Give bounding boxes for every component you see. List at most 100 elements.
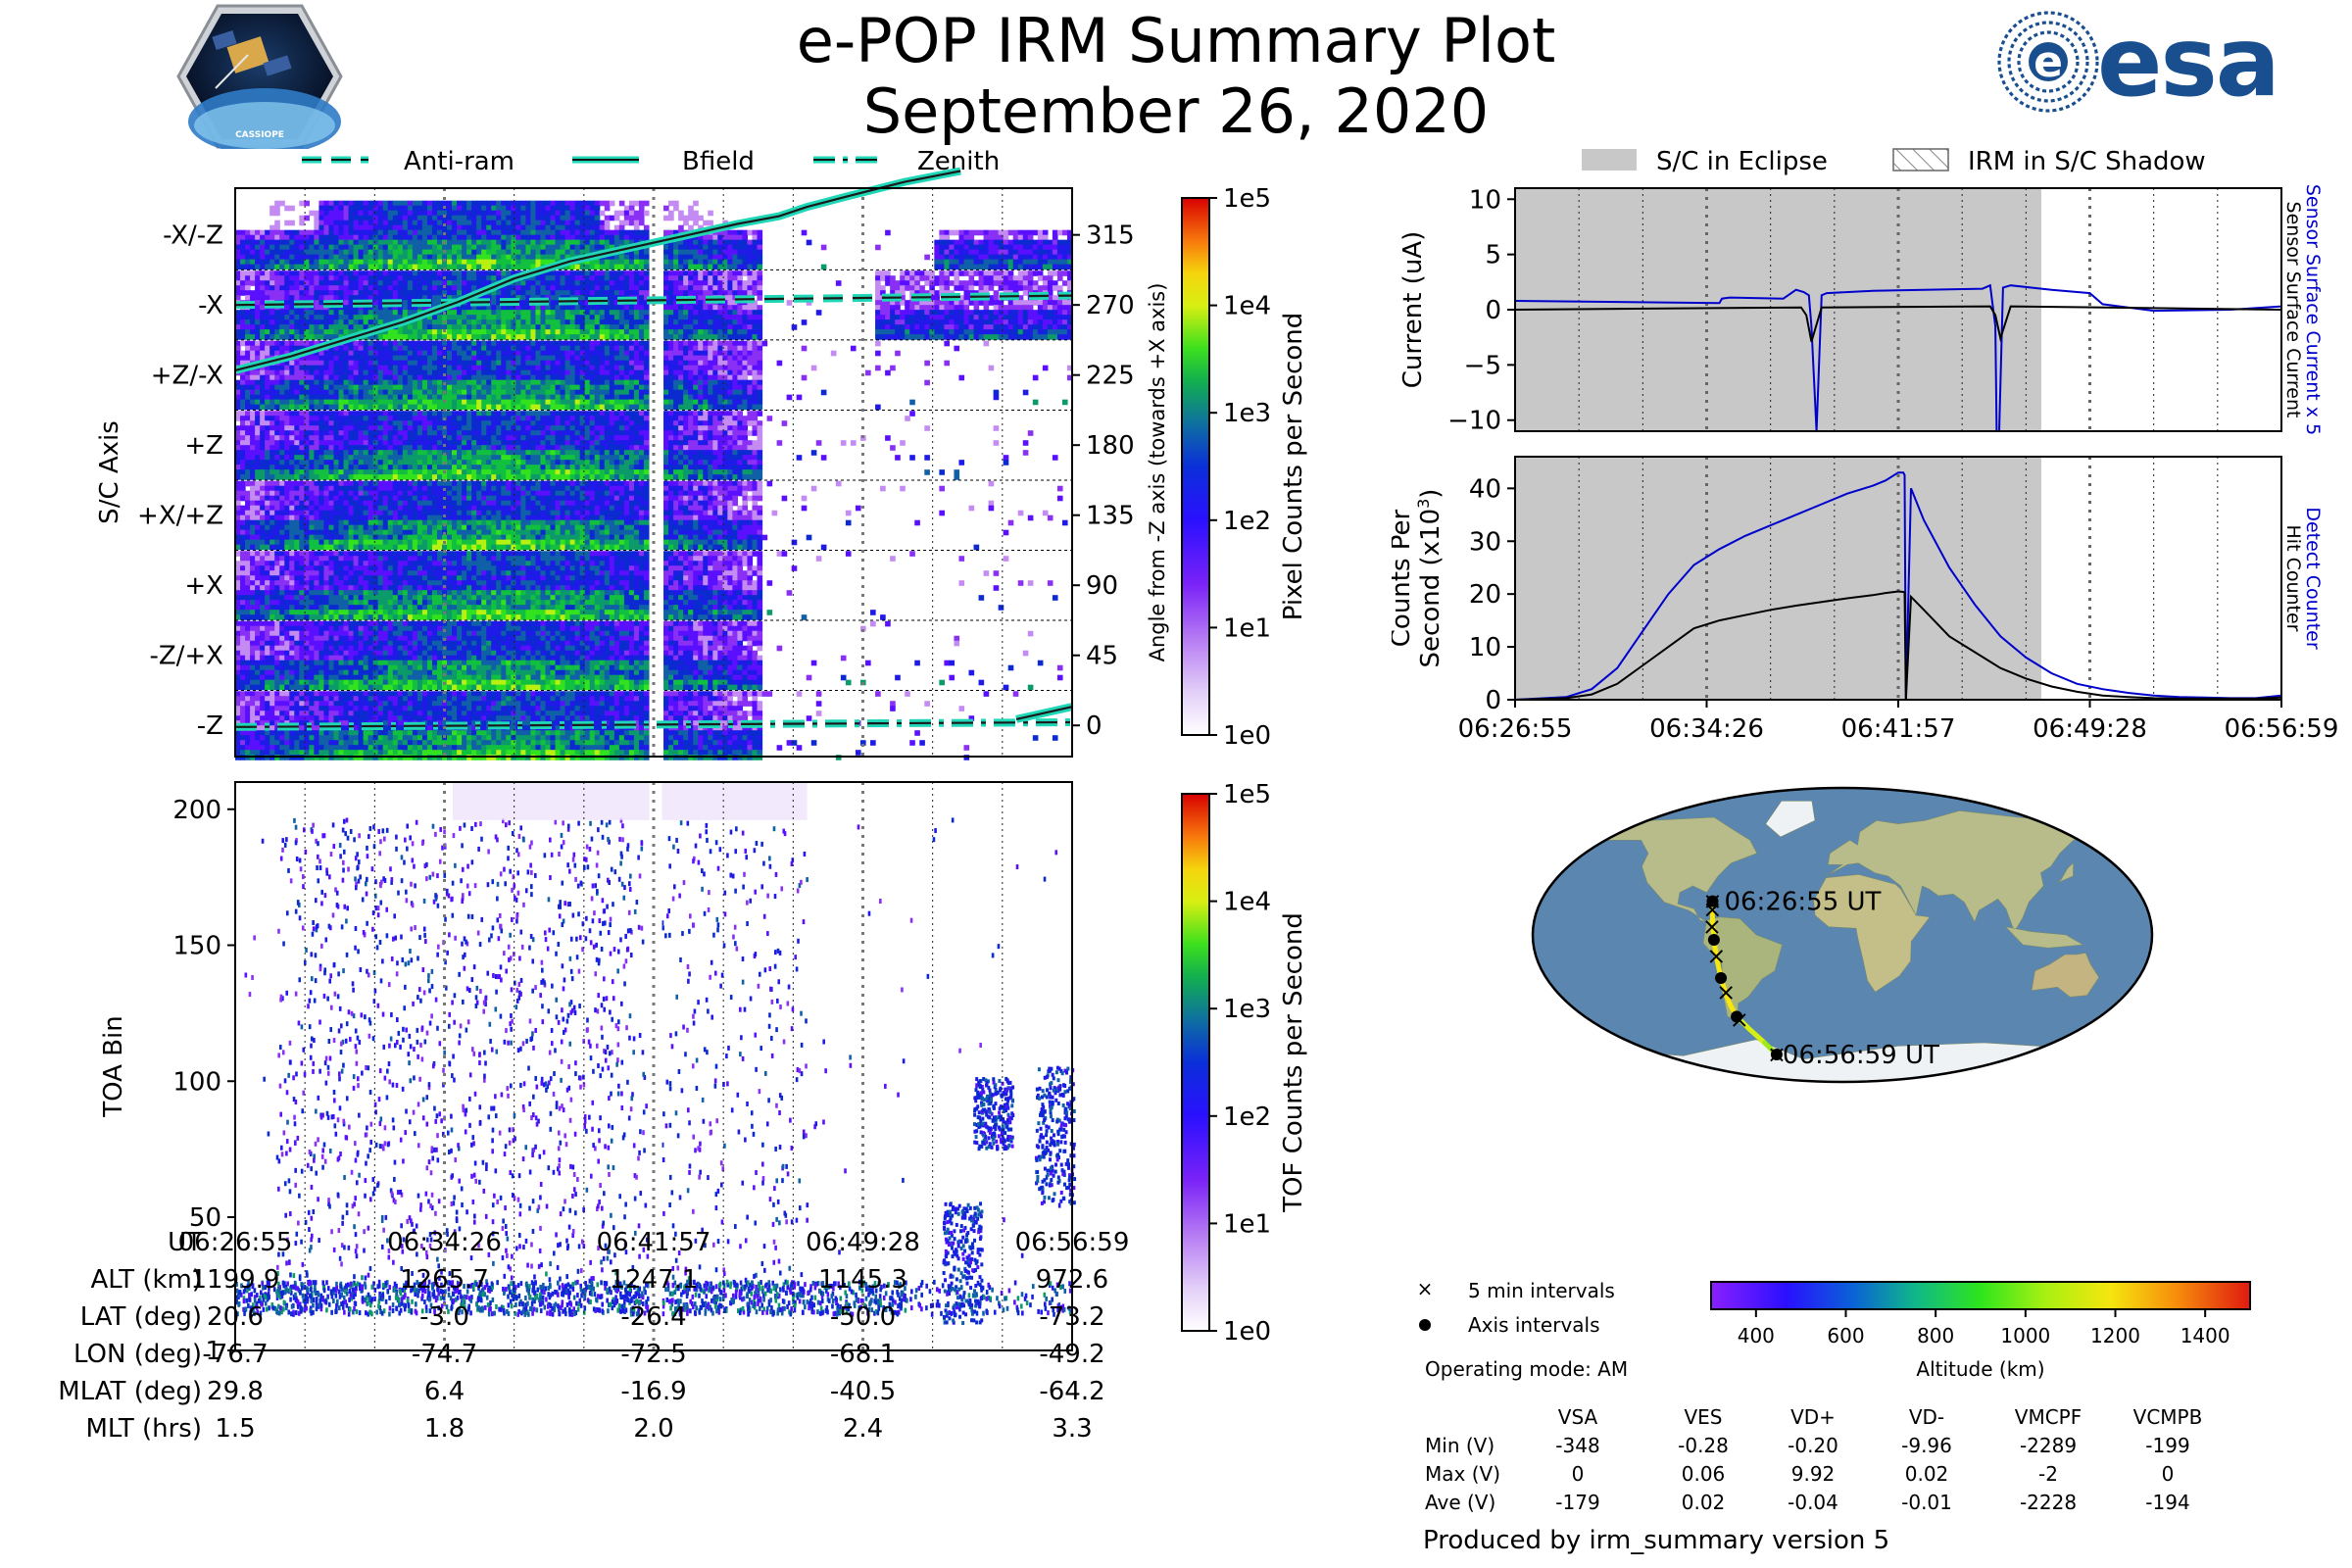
pixel-cell — [318, 399, 325, 406]
pixel-cell — [338, 295, 345, 301]
pixel-cell — [363, 210, 369, 217]
pixel-cell — [737, 239, 744, 246]
pixel-cell — [368, 384, 374, 391]
pixel-cell — [387, 200, 394, 207]
pixel-cell — [240, 239, 246, 246]
pixel-cell — [447, 229, 453, 236]
pixel-cell — [511, 360, 516, 367]
pixel-cell — [801, 229, 808, 236]
pixel-cell — [1066, 244, 1073, 251]
pixel-cell — [447, 350, 453, 357]
pixel-cell — [255, 369, 261, 376]
pixel-cell — [550, 224, 557, 231]
pixel-cell — [382, 379, 389, 386]
pixel-cell — [628, 340, 635, 347]
pixel-cell — [407, 300, 414, 306]
pixel-cell — [944, 254, 951, 261]
pixel-cell — [289, 234, 295, 241]
pixel-cell — [279, 254, 285, 261]
pixel-cell — [560, 215, 566, 221]
pixel-cell — [377, 315, 384, 320]
pixel-cell — [550, 229, 557, 236]
pixel-cell — [348, 264, 355, 270]
pixel-cell — [412, 249, 418, 256]
pixel-cell — [382, 285, 389, 291]
pixel-cell — [520, 315, 526, 320]
pixel-cell — [304, 411, 310, 416]
pixel-cell — [530, 404, 537, 411]
pixel-cell — [511, 315, 516, 320]
pixel-cell — [978, 324, 985, 330]
pixel-cell — [338, 205, 345, 212]
pixel-cell — [353, 369, 360, 376]
pixel-cell — [377, 295, 384, 301]
pixel-cell — [880, 285, 886, 291]
pixel-cell — [392, 270, 399, 276]
pixel-cell — [348, 290, 355, 296]
pixel-cell — [466, 224, 472, 231]
pixel-cell — [530, 305, 537, 311]
pixel-cell — [314, 239, 319, 246]
pixel-cell — [1047, 244, 1054, 251]
pixel-cell — [569, 290, 576, 296]
pixel-cell — [623, 254, 630, 261]
pixel-cell — [530, 360, 537, 367]
pixel-cell — [416, 411, 423, 416]
pixel-cell — [382, 280, 389, 286]
pixel-cell — [377, 399, 384, 406]
pixel-cell — [402, 220, 409, 226]
pixel-cell — [1061, 319, 1068, 325]
pixel-cell — [447, 270, 453, 276]
pixel-cell — [441, 295, 448, 301]
pixel-cell — [520, 324, 526, 330]
pixel-cell — [318, 215, 325, 221]
pixel-cell — [377, 249, 384, 256]
pixel-cell — [397, 329, 404, 335]
pixel-cell — [372, 210, 379, 217]
pixel-cell — [431, 270, 438, 276]
pixel-cell — [245, 350, 251, 357]
pixel-cell — [638, 259, 645, 266]
pixel-cell — [387, 389, 394, 396]
pixel-cell — [270, 234, 275, 241]
pixel-cell — [618, 374, 625, 381]
pixel-cell — [304, 315, 310, 320]
pixel-cell — [594, 270, 601, 276]
pixel-cell — [412, 305, 418, 311]
pixel-cell — [929, 305, 935, 311]
pixel-cell — [255, 340, 261, 347]
pixel-cell — [265, 259, 270, 266]
pixel-cell — [397, 340, 404, 347]
pixel-cell — [353, 239, 360, 246]
pixel-cell — [511, 334, 516, 340]
pixel-cell — [525, 319, 532, 325]
pixel-cell — [407, 295, 414, 301]
pixel-cell — [757, 329, 763, 335]
pixel-cell — [643, 224, 650, 231]
pixel-cell — [717, 350, 723, 357]
pixel-cell — [545, 374, 552, 381]
pixel-cell — [343, 285, 350, 291]
pixel-cell — [747, 329, 754, 335]
pixel-cell — [880, 305, 886, 311]
pixel-cell — [564, 334, 571, 340]
pixel-cell — [392, 345, 399, 352]
pixel-cell — [353, 384, 360, 391]
pixel-cell — [1022, 285, 1029, 291]
pixel-cell — [333, 411, 340, 416]
pixel-cell — [988, 259, 995, 266]
pixel-cell — [900, 280, 906, 286]
pixel-cell — [457, 319, 463, 325]
pixel-cell — [501, 210, 507, 217]
pixel-cell — [363, 234, 369, 241]
pixel-cell — [998, 324, 1004, 330]
pixel-cell — [235, 280, 241, 286]
pixel-cell — [333, 355, 340, 362]
pixel-cell — [555, 300, 562, 306]
pixel-cell — [387, 215, 394, 221]
pixel-cell — [338, 220, 345, 226]
pixel-cell — [717, 319, 723, 325]
pixel-cell — [535, 305, 542, 311]
pixel-cell — [392, 394, 399, 401]
pixel-cell — [939, 254, 945, 261]
